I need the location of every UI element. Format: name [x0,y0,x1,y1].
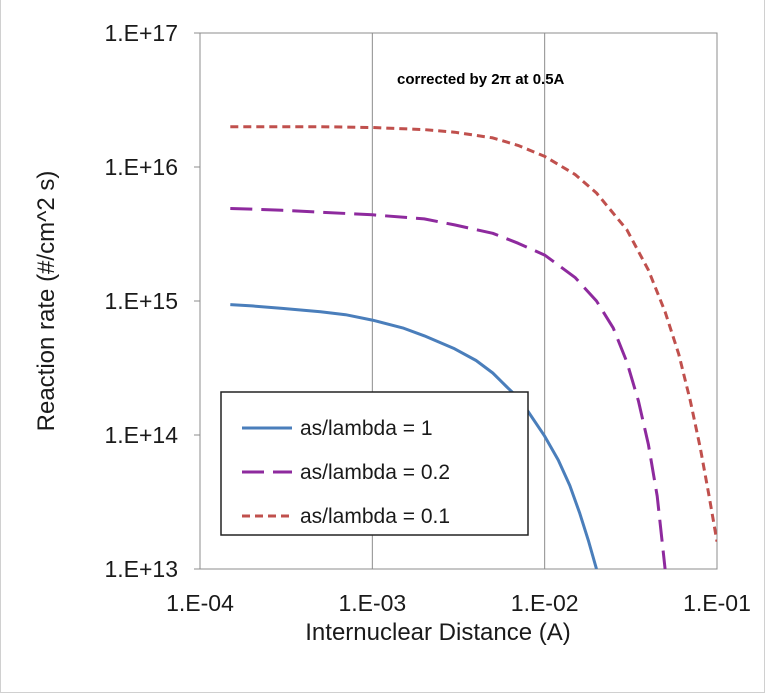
legend-label-1: as/lambda = 0.2 [300,461,450,484]
y-tick-label-1: 1.E+14 [104,422,178,448]
series-line-0 [230,303,598,569]
annotation-text: corrected by 2π at 0.5A [397,71,565,88]
legend: as/lambda = 1 as/lambda = 0.2 as/lambda = … [220,391,529,536]
y-tick-label-3: 1.E+16 [104,154,178,180]
legend-label-0: as/lambda = 1 [300,417,433,440]
x-tick-label-1: 1.E-03 [338,590,406,616]
x-tick-label-0: 1.E-04 [166,590,234,616]
legend-box [220,391,529,536]
series-lines [230,125,717,569]
y-tick-label-4: 1.E+17 [104,20,178,46]
y-tick-label-2: 1.E+15 [104,288,178,314]
tick-labels: 1.E-04 1.E-03 1.E-02 1.E-01 1.E+13 1.E+14 1.E+… [104,20,750,616]
y-axis-label: Reaction rate (#/cm^2 s) [33,171,60,432]
x-tick-label-3: 1.E-01 [683,590,751,616]
series-line-2 [230,125,717,542]
legend-label-2: as/lambda = 0.1 [300,505,450,528]
x-axis-label: Internuclear Distance (A) [305,619,570,646]
series-line-1 [230,207,667,569]
x-tick-label-2: 1.E-02 [511,590,579,616]
y-tick-label-0: 1.E+13 [104,556,178,582]
